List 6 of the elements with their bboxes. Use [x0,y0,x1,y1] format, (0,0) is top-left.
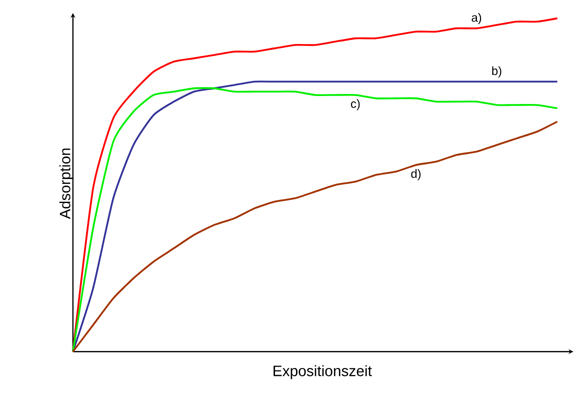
series-label: c) [350,99,360,111]
x-axis-title: Expositionszeit [274,365,372,380]
series-label: b) [492,66,502,78]
y-axis-title: Adsorption [59,148,74,220]
series-label: a) [472,13,482,24]
series-label: d) [411,169,421,180]
